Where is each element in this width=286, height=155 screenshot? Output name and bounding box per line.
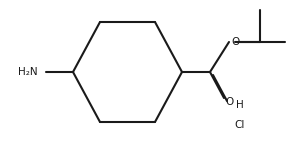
- Text: O: O: [226, 97, 234, 107]
- Text: H₂N: H₂N: [18, 67, 38, 77]
- Text: H: H: [236, 100, 244, 110]
- Text: Cl: Cl: [235, 120, 245, 130]
- Text: O: O: [231, 37, 239, 47]
